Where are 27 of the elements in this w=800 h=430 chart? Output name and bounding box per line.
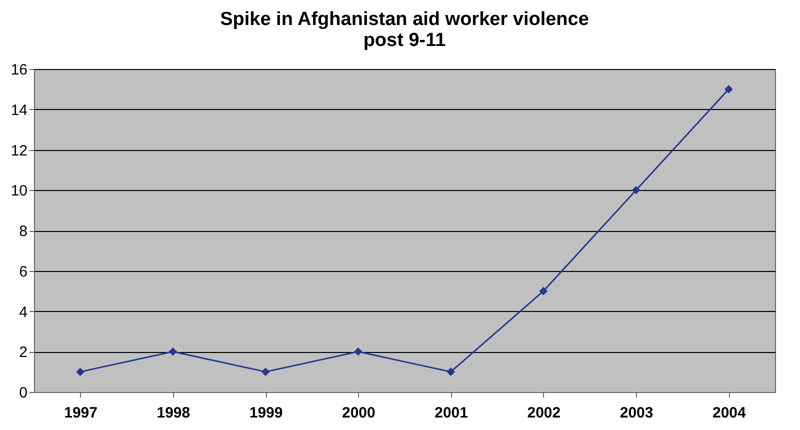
x-tick-label: 1999 <box>249 404 283 422</box>
point <box>724 85 733 94</box>
point <box>354 347 362 356</box>
x-tick-label: 2002 <box>527 404 561 422</box>
point <box>632 186 640 194</box>
y-tick-label: 16 <box>10 62 28 78</box>
point <box>168 347 178 356</box>
y-tick-label: 4 <box>19 304 28 321</box>
y-tick-label: 14 <box>10 102 28 119</box>
y-tick-label: 0 <box>19 384 28 402</box>
point <box>446 368 455 376</box>
text: post 9-11 <box>363 30 446 51</box>
x-tick-label: 1998 <box>156 404 190 422</box>
text: Spike in Afghanistan aid worker violence <box>220 9 589 30</box>
point <box>539 286 548 296</box>
x-tick-label: 1997 <box>64 404 98 422</box>
y-tick-label: 10 <box>10 182 28 200</box>
point <box>76 368 84 376</box>
y-tick-label: 2 <box>19 344 28 362</box>
x-tick-label: 2001 <box>434 404 468 422</box>
y-tick-label: 8 <box>19 223 28 240</box>
y-tick-label: 12 <box>10 142 28 160</box>
x-tick-label: 2004 <box>712 404 747 422</box>
x-tick-label: 2000 <box>342 404 376 422</box>
y-tick-label: 6 <box>19 263 28 280</box>
x-tick-label: 2003 <box>620 404 654 422</box>
point <box>261 368 270 376</box>
